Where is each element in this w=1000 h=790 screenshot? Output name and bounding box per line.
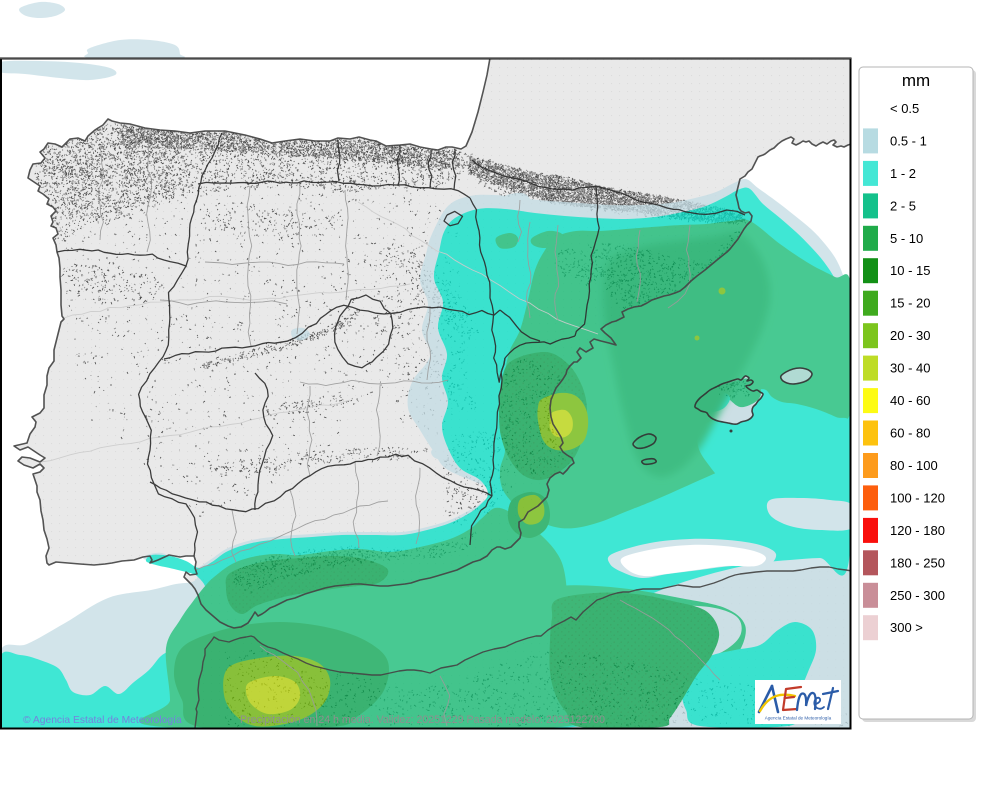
svg-text:2 - 5: 2 - 5: [890, 198, 916, 213]
svg-text:100 - 120: 100 - 120: [890, 490, 945, 505]
svg-text:80 - 100: 80 - 100: [890, 458, 938, 473]
svg-text:5 - 10: 5 - 10: [890, 231, 923, 246]
svg-text:300 >: 300 >: [890, 620, 923, 635]
svg-text:30 - 40: 30 - 40: [890, 361, 930, 376]
svg-text:15 - 20: 15 - 20: [890, 296, 930, 311]
svg-text:< 0.5: < 0.5: [890, 101, 919, 116]
svg-text:60 - 80: 60 - 80: [890, 426, 930, 441]
svg-text:40 - 60: 40 - 60: [890, 393, 930, 408]
svg-text:Precipitación en 24 h media. V: Precipitación en 24 h media. Validez: 20…: [240, 714, 605, 726]
svg-text:10 - 15: 10 - 15: [890, 263, 930, 278]
svg-text:180 - 250: 180 - 250: [890, 555, 945, 570]
svg-text:20 - 30: 20 - 30: [890, 328, 930, 343]
svg-text:120 - 180: 120 - 180: [890, 523, 945, 538]
svg-text:0.5 - 1: 0.5 - 1: [890, 133, 927, 148]
svg-text:© Agencia Estatal de Meteorolo: © Agencia Estatal de Meteorología: [23, 715, 182, 726]
svg-text:250 - 300: 250 - 300: [890, 588, 945, 603]
svg-text:Agencia Estatal de Meteorologí: Agencia Estatal de Meteorología: [765, 716, 832, 721]
svg-text:1 - 2: 1 - 2: [890, 166, 916, 181]
svg-text:mm: mm: [902, 71, 930, 90]
